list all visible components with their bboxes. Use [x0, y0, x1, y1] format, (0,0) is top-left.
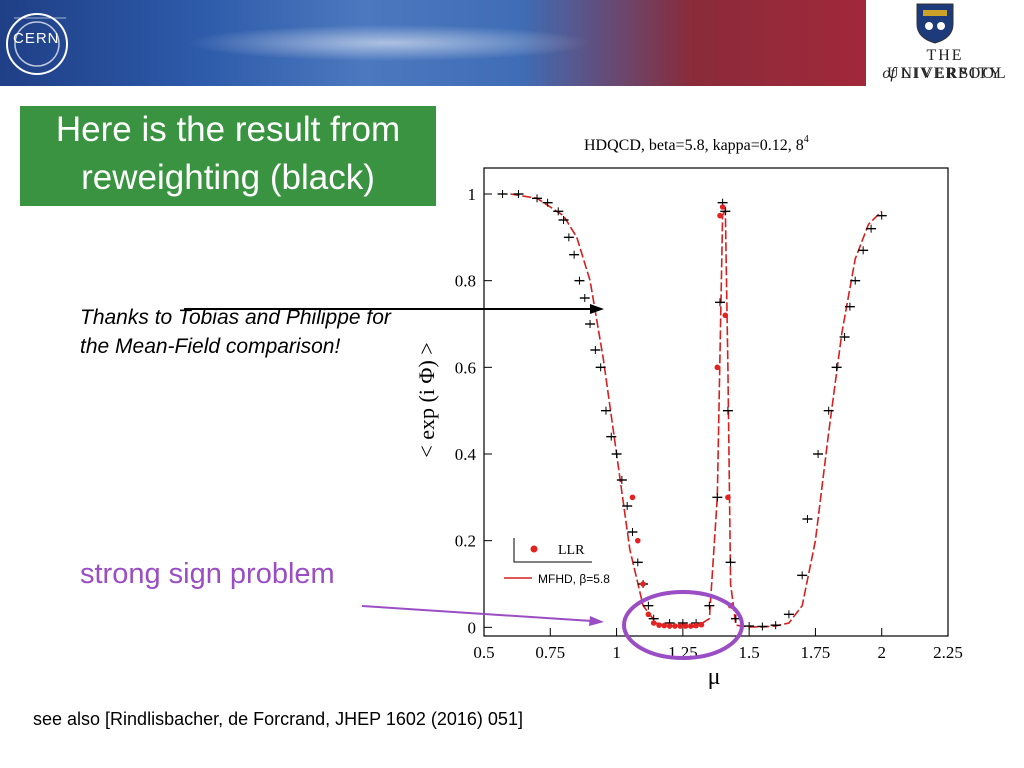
cern-label: CERN — [13, 30, 60, 47]
sign-problem-highlight — [622, 590, 744, 660]
y-tick-label: 0 — [468, 618, 477, 637]
y-tick-label: 0.6 — [455, 358, 476, 377]
y-tick-label: 0.8 — [455, 272, 476, 291]
reference-note: see also [Rindlisbacher, de Forcrand, JH… — [33, 709, 523, 729]
llr-point — [629, 494, 636, 501]
strong-sign-arrow — [361, 605, 593, 622]
university-name-line1: THE UNIVERSITY — [887, 47, 1003, 82]
llr-point — [661, 622, 668, 629]
x-tick-label: 2 — [877, 643, 886, 662]
chart-title-sup: 4 — [804, 134, 809, 145]
y-axis-label: < exp (i Φ) > — [414, 342, 439, 457]
slide-title-line2: reweighting (black) — [81, 158, 375, 197]
x-tick-label: 1.75 — [801, 643, 831, 662]
chart-title: HDQCD, beta=5.8, kappa=0.12, 84 — [584, 134, 809, 154]
university-crest-icon — [916, 3, 954, 44]
y-tick-label: 1 — [468, 185, 477, 204]
llr-point — [722, 312, 729, 319]
university-name-line2: of LIVERPOOL — [866, 65, 1024, 83]
slide-title-line1: Here is the result from — [55, 110, 401, 149]
strong-sign-label: strong sign problem — [80, 558, 335, 590]
x-tick-label: 0.75 — [535, 643, 565, 662]
chart-title-main: HDQCD, beta=5.8, kappa=0.12, 8 — [584, 137, 804, 154]
x-tick-label: 2.25 — [933, 643, 963, 662]
llr-point — [682, 623, 689, 629]
llr-point — [640, 581, 646, 587]
llr-point — [725, 494, 731, 501]
x-tick-label: 1.5 — [739, 643, 760, 662]
legend-llr-label: LLR — [558, 543, 585, 558]
strong-sign-arrowhead-icon — [589, 616, 604, 626]
llr-point — [698, 621, 705, 628]
llr-point — [677, 623, 684, 629]
llr-point — [719, 204, 726, 210]
thanks-note: Thanks to Tobias and Philippe for the Me… — [80, 306, 391, 358]
llr-point — [656, 622, 662, 628]
legend-mfhd-label: MFHD, β=5.8 — [538, 572, 610, 586]
llr-point — [688, 623, 694, 629]
header-banner: CERN — [0, 0, 866, 86]
legend-llr-marker — [530, 545, 538, 553]
llr-point — [672, 623, 678, 629]
llr-point — [666, 623, 673, 629]
thanks-arrowhead-icon — [590, 304, 604, 314]
x-axis-label: μ — [708, 664, 721, 690]
cern-logo-icon — [6, 13, 68, 75]
y-tick-label: 0.2 — [455, 532, 476, 551]
university-of: of — [882, 65, 895, 82]
llr-point — [717, 212, 723, 219]
llr-point — [634, 537, 641, 544]
university-city: LIVERPOOL — [900, 65, 1008, 82]
plot-frame — [483, 167, 949, 637]
llr-point — [693, 622, 699, 629]
llr-point — [714, 364, 721, 371]
y-tick-label: 0.4 — [455, 445, 477, 464]
x-tick-label: 1 — [612, 643, 621, 662]
slide-title: Here is the result from reweighting (bla… — [20, 106, 436, 206]
chart-legend: LLR MFHD, β=5.8 — [504, 538, 610, 586]
llr-point — [650, 620, 657, 626]
llr-point — [645, 611, 652, 618]
x-tick-label: 0.5 — [473, 643, 494, 662]
